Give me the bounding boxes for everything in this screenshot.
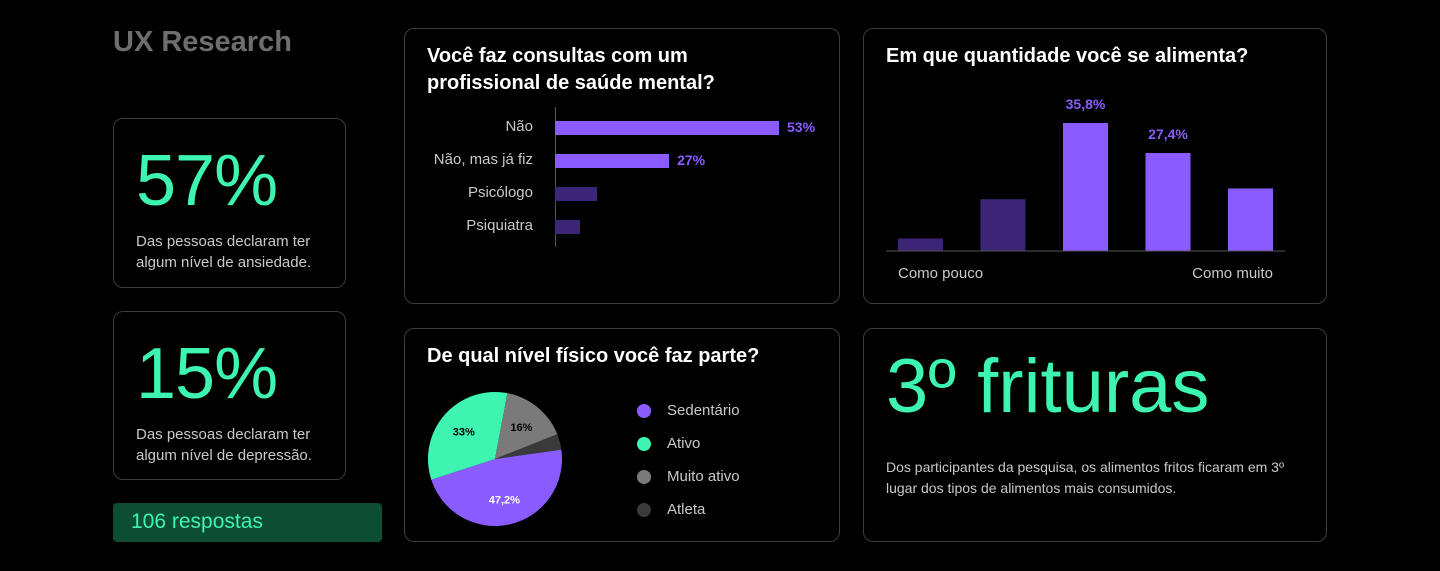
mh-bar — [555, 220, 581, 234]
pie-slice — [495, 393, 558, 459]
depression-stat-value: 15% — [136, 334, 278, 414]
legend-swatch — [637, 404, 651, 418]
food-quantity-chart-card: Em que quantidade você se alimenta? 35,8… — [863, 28, 1327, 304]
pie-slice-label: 33% — [453, 427, 475, 439]
fq-bar — [1063, 123, 1108, 251]
anxiety-stat-value: 57% — [136, 141, 278, 221]
legend-label: Sedentário — [667, 402, 740, 419]
fq-xlabel-right: Como muito — [1192, 265, 1273, 282]
depression-stat-description: Das pessoas declaram ter algum nível de … — [136, 426, 312, 464]
physical-level-chart-title: De qual nível físico você faz parte? — [427, 345, 760, 367]
fq-bar — [1145, 153, 1191, 251]
fq-bar — [1228, 188, 1273, 251]
physical-level-pie-chart: 47,2% 33% 16% — [428, 392, 562, 526]
legend-label: Ativo — [667, 435, 701, 452]
fried-food-description: Dos participantes da pesquisa, os alimen… — [886, 459, 1285, 496]
mh-value-label: 53% — [787, 119, 816, 135]
legend-swatch — [637, 437, 651, 451]
fq-value-label: 27,4% — [1148, 126, 1188, 142]
anxiety-stat-description: Das pessoas declaram ter algum nível de … — [136, 233, 312, 271]
mh-category-label: Psiquiatra — [466, 217, 533, 234]
pie-slice — [431, 449, 562, 526]
depression-stat-card: 15% Das pessoas declaram ter algum nível… — [113, 311, 346, 480]
fq-bar — [980, 199, 1026, 251]
anxiety-stat-card: 57% Das pessoas declaram ter algum nível… — [113, 118, 346, 288]
mh-bar — [555, 121, 779, 135]
mental-health-chart-card: Você faz consultas com um profissional d… — [404, 28, 840, 304]
mh-value-label: 27% — [677, 152, 706, 168]
mh-bar — [555, 154, 670, 168]
fq-bar — [898, 238, 943, 251]
responses-count: 106 respostas — [131, 510, 263, 533]
mh-category-label: Psicólogo — [467, 184, 533, 201]
responses-badge: 106 respostas — [113, 503, 382, 542]
mh-category-label: Não, mas já fiz — [433, 151, 533, 168]
page-title: UX Research — [113, 26, 292, 58]
pie-slice — [495, 434, 562, 459]
food-quantity-chart-title: Em que quantidade você se alimenta? — [886, 45, 1249, 67]
pie-slice-label: 16% — [510, 422, 532, 434]
fried-food-headline: 3º frituras — [886, 344, 1210, 429]
fq-xlabel-left: Como pouco — [898, 265, 983, 282]
legend-label: Atleta — [667, 501, 706, 518]
mental-health-chart-title: Você faz consultas com um profissional d… — [427, 45, 715, 94]
food-quantity-bar-chart: 35,8% 27,4% Como pouco Como muito — [886, 96, 1285, 282]
legend-label: Muito ativo — [667, 468, 740, 485]
legend-swatch — [637, 503, 651, 517]
fq-value-label: 35,8% — [1066, 96, 1106, 112]
pie-slice-label: 47,2% — [489, 494, 520, 506]
mh-axis-line — [555, 107, 556, 247]
fried-food-card: 3º frituras Dos participantes da pesquis… — [863, 328, 1327, 542]
pie-slice — [428, 392, 508, 480]
mh-category-label: Não — [505, 118, 533, 135]
physical-level-chart-card: De qual nível físico você faz parte? 47,… — [404, 328, 840, 542]
mh-bar — [555, 187, 598, 201]
legend-swatch — [637, 470, 651, 484]
